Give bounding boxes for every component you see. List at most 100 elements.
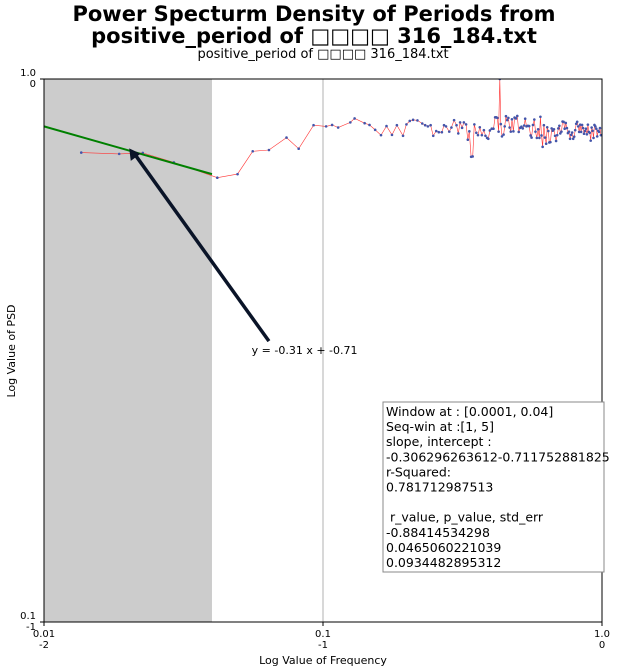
psd-point (568, 137, 572, 141)
psd-point (578, 123, 582, 126)
psd-point (554, 139, 558, 143)
psd-point (539, 115, 542, 119)
x-tick-sublabel: -1 (318, 640, 328, 651)
psd-point (462, 121, 466, 124)
psd-point (251, 149, 255, 153)
psd-point (336, 126, 340, 129)
psd-point (349, 121, 352, 124)
psd-point (503, 125, 507, 128)
psd-point (455, 123, 458, 127)
psd-point (434, 129, 438, 133)
psd-point (471, 155, 474, 158)
plot-area: y = -0.31 x + -0.710.01-20.1-11.001.000.… (20, 68, 610, 651)
psd-point (530, 136, 533, 139)
psd-point (452, 118, 456, 122)
psd-point (117, 152, 121, 156)
y-tick-sublabel: 0 (30, 79, 36, 90)
psd-point (460, 126, 464, 130)
psd-point (521, 127, 525, 130)
series-group (79, 79, 602, 180)
psd-point (540, 134, 543, 137)
psd-point (576, 125, 580, 128)
psd-point (564, 121, 568, 125)
info-box-line: slope, intercept : (386, 434, 492, 449)
psd-point (558, 124, 561, 128)
psd-point (598, 126, 602, 130)
psd-point (589, 139, 593, 142)
psd-point (267, 148, 271, 152)
psd-point (390, 133, 394, 137)
psd-point (586, 123, 590, 126)
psd-point (522, 124, 526, 127)
psd-point (529, 134, 532, 137)
psd-point (585, 132, 589, 136)
psd-point (499, 122, 503, 126)
psd-point (379, 133, 383, 137)
psd-point (468, 130, 471, 133)
psd-point (502, 133, 505, 136)
psd-point (509, 130, 513, 133)
psd-point (440, 130, 444, 134)
psd-point (560, 130, 563, 133)
psd-point (508, 126, 511, 129)
psd-point (505, 118, 509, 122)
info-box-line: r-Squared: (386, 464, 451, 479)
info-box-line: 0.0934482895312 (386, 555, 501, 570)
psd-point (579, 130, 583, 134)
psd-point (488, 129, 492, 132)
annotation-arrow-shaft (132, 152, 271, 343)
psd-point (482, 128, 486, 132)
psd-point (429, 123, 432, 127)
psd-point (480, 133, 484, 137)
chart-subtitle: positive_period of □□□□ 316_184.txt (197, 47, 448, 62)
psd-point (431, 134, 435, 138)
psd-point (531, 123, 535, 127)
x-tick-label: 1.0 (594, 629, 610, 640)
psd-point (572, 135, 576, 138)
psd-point (527, 124, 531, 128)
psd-point (575, 120, 579, 124)
psd-point (423, 123, 427, 127)
y-tick-label: 1.0 (20, 68, 36, 79)
psd-point (592, 136, 595, 140)
psd-point (549, 140, 552, 144)
psd-point (492, 127, 495, 130)
psd-point (297, 147, 300, 151)
psd-point (567, 130, 571, 133)
info-box-line: r_value, p_value, std_err (386, 510, 544, 525)
psd-point (444, 125, 448, 128)
psd-point (324, 125, 328, 128)
y-axis-label: Log Value of PSD (5, 304, 18, 397)
psd-point (466, 138, 470, 142)
psd-point (510, 117, 514, 121)
psd-point (504, 114, 508, 118)
psd-point (582, 132, 586, 135)
psd-point (542, 123, 546, 127)
psd-point (405, 123, 408, 126)
psd-point (536, 127, 540, 131)
psd-point (552, 127, 556, 131)
info-box-line: 0.781712987513 (386, 480, 493, 495)
y-tick-sublabel: -1 (26, 622, 36, 633)
x-axis-label: Log Value of Frequency (259, 654, 387, 667)
psd-point (544, 142, 548, 146)
psd-point (581, 126, 585, 130)
psd-point (486, 137, 490, 141)
x-tick-sublabel: -2 (39, 640, 49, 651)
psd-point (395, 123, 399, 127)
psd-point (458, 121, 462, 124)
window-shade (44, 79, 212, 622)
psd-point (523, 117, 527, 121)
psd-point (484, 134, 487, 138)
psd-point (534, 130, 537, 133)
psd-point (517, 130, 521, 134)
info-box-line: Window at : [0.0001, 0.04] (386, 404, 553, 419)
psd-point (373, 128, 377, 132)
psd-point (507, 116, 510, 120)
psd-point (594, 125, 597, 128)
psd-point (515, 114, 519, 118)
psd-point (497, 130, 500, 133)
psd-point (557, 127, 560, 130)
info-box (382, 401, 605, 573)
psd-point (442, 123, 446, 127)
